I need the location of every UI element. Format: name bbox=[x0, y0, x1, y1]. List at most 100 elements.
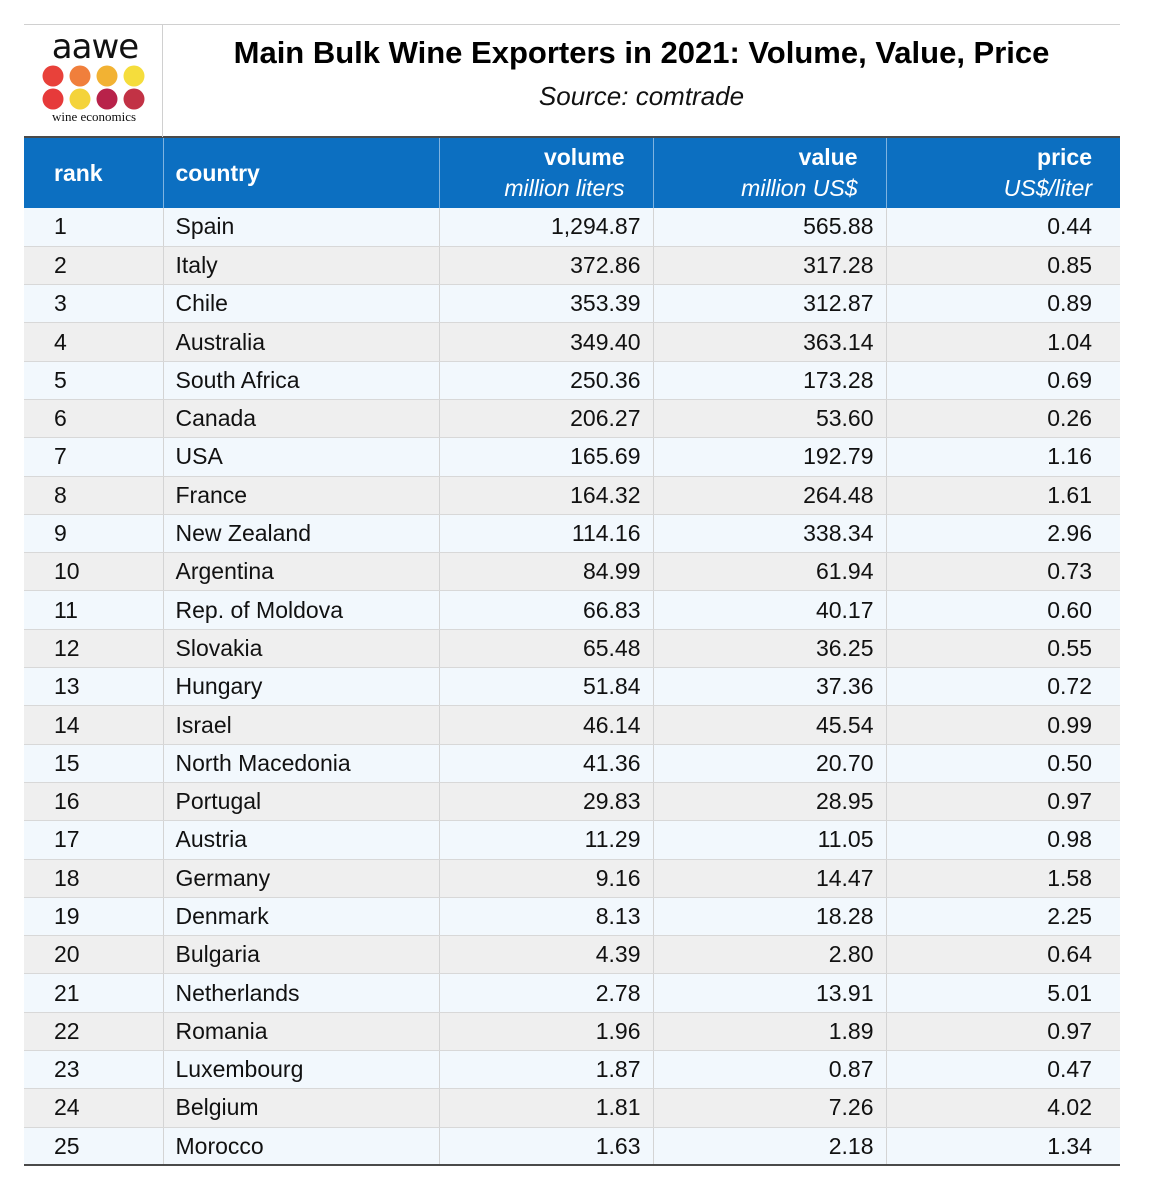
country-cell: Spain bbox=[162, 208, 439, 247]
table-row: 19 Denmark 8.13 18.28 2.25 bbox=[24, 897, 1120, 937]
volume-cell: 9.16 bbox=[438, 859, 653, 898]
value-cell: 61.94 bbox=[652, 552, 886, 592]
price-cell: 0.97 bbox=[885, 782, 1120, 822]
table-row: 15 North Macedonia 41.36 20.70 0.50 bbox=[24, 744, 1120, 783]
country-cell: Israel bbox=[162, 705, 439, 745]
volume-cell: 165.69 bbox=[438, 437, 653, 477]
value-cell: 192.79 bbox=[652, 437, 886, 477]
rank-cell: 19 bbox=[24, 897, 163, 937]
rank-cell: 9 bbox=[24, 514, 163, 554]
price-cell: 1.61 bbox=[885, 476, 1120, 515]
price-unit: US$/liter bbox=[1003, 175, 1092, 201]
rank-cell: 10 bbox=[24, 552, 163, 592]
value-cell: 2.80 bbox=[652, 935, 886, 975]
table-row: 21 Netherlands 2.78 13.91 5.01 bbox=[24, 973, 1120, 1013]
value-cell: 11.05 bbox=[652, 820, 886, 860]
price-cell: 0.69 bbox=[885, 361, 1120, 400]
page-title: Main Bulk Wine Exporters in 2021: Volume… bbox=[233, 35, 1050, 70]
table-row: 23 Luxembourg 1.87 0.87 0.47 bbox=[24, 1050, 1120, 1090]
rank-cell: 1 bbox=[24, 208, 163, 247]
column-header-value: value million US$ bbox=[652, 138, 886, 208]
table-row: 8 France 164.32 264.48 1.61 bbox=[24, 476, 1120, 515]
table-header-area: aawe wine economics Main Bulk Wine Expor… bbox=[24, 24, 1120, 138]
volume-cell: 66.83 bbox=[438, 590, 653, 630]
value-cell: 53.60 bbox=[652, 399, 886, 439]
logo-dot bbox=[123, 88, 145, 110]
country-cell: Belgium bbox=[162, 1088, 439, 1128]
country-cell: Romania bbox=[162, 1012, 439, 1052]
price-cell: 0.97 bbox=[885, 1012, 1120, 1052]
volume-cell: 8.13 bbox=[438, 897, 653, 937]
table-row: 3 Chile 353.39 312.87 0.89 bbox=[24, 284, 1120, 324]
table-row: 17 Austria 11.29 11.05 0.98 bbox=[24, 820, 1120, 860]
rank-cell: 6 bbox=[24, 399, 163, 439]
value-cell: 7.26 bbox=[652, 1088, 886, 1128]
country-cell: Denmark bbox=[162, 897, 439, 937]
rank-cell: 23 bbox=[24, 1050, 163, 1090]
price-cell: 0.85 bbox=[885, 246, 1120, 286]
table-row: 18 Germany 9.16 14.47 1.58 bbox=[24, 859, 1120, 898]
country-cell: Rep. of Moldova bbox=[162, 590, 439, 630]
rank-cell: 20 bbox=[24, 935, 163, 975]
rank-cell: 2 bbox=[24, 246, 163, 286]
country-cell: USA bbox=[162, 437, 439, 477]
volume-cell: 114.16 bbox=[438, 514, 653, 554]
price-cell: 0.64 bbox=[885, 935, 1120, 975]
logo-dots bbox=[42, 65, 148, 111]
value-cell: 173.28 bbox=[652, 361, 886, 400]
rank-cell: 5 bbox=[24, 361, 163, 400]
country-cell: Morocco bbox=[162, 1127, 439, 1167]
country-cell: South Africa bbox=[162, 361, 439, 400]
country-cell: Bulgaria bbox=[162, 935, 439, 975]
value-cell: 264.48 bbox=[652, 476, 886, 515]
country-cell: Slovakia bbox=[162, 629, 439, 669]
price-cell: 0.99 bbox=[885, 705, 1120, 745]
country-cell: North Macedonia bbox=[162, 744, 439, 783]
price-cell: 0.50 bbox=[885, 744, 1120, 783]
price-cell: 0.44 bbox=[885, 208, 1120, 247]
value-cell: 565.88 bbox=[652, 208, 886, 247]
volume-cell: 250.36 bbox=[438, 361, 653, 400]
table-body: 1 Spain 1,294.87 565.88 0.44 2 Italy 372.86 317… bbox=[24, 208, 1120, 1167]
price-cell: 5.01 bbox=[885, 973, 1120, 1013]
source-line: Source: comtrade bbox=[538, 81, 745, 111]
price-cell: 0.55 bbox=[885, 629, 1120, 669]
bulk-wine-table-sheet: aawe wine economics Main Bulk Wine Expor… bbox=[24, 24, 1120, 1169]
price-cell: 2.96 bbox=[885, 514, 1120, 554]
country-cell: Germany bbox=[162, 859, 439, 898]
value-cell: 363.14 bbox=[652, 322, 886, 362]
rank-cell: 15 bbox=[24, 744, 163, 783]
volume-cell: 46.14 bbox=[438, 705, 653, 745]
value-cell: 18.28 bbox=[652, 897, 886, 937]
country-cell: Austria bbox=[162, 820, 439, 860]
country-cell: Argentina bbox=[162, 552, 439, 592]
logo-dot bbox=[96, 88, 118, 110]
rank-cell: 14 bbox=[24, 705, 163, 745]
value-cell: 312.87 bbox=[652, 284, 886, 324]
value-cell: 1.89 bbox=[652, 1012, 886, 1052]
rank-cell: 3 bbox=[24, 284, 163, 324]
rank-cell: 8 bbox=[24, 476, 163, 515]
table-row: 5 South Africa 250.36 173.28 0.69 bbox=[24, 361, 1120, 400]
country-cell: Italy bbox=[162, 246, 439, 286]
table-row: 6 Canada 206.27 53.60 0.26 bbox=[24, 399, 1120, 439]
logo-dot bbox=[69, 88, 91, 110]
volume-cell: 1.63 bbox=[438, 1127, 653, 1167]
volume-cell: 1,294.87 bbox=[438, 208, 653, 247]
value-cell: 317.28 bbox=[652, 246, 886, 286]
rank-cell: 7 bbox=[24, 437, 163, 477]
table-row: 16 Portugal 29.83 28.95 0.97 bbox=[24, 782, 1120, 822]
column-header-volume: volume million liters bbox=[438, 138, 653, 208]
volume-cell: 372.86 bbox=[438, 246, 653, 286]
value-cell: 338.34 bbox=[652, 514, 886, 554]
table-row: 7 USA 165.69 192.79 1.16 bbox=[24, 437, 1120, 477]
rank-cell: 18 bbox=[24, 859, 163, 898]
volume-unit: million liters bbox=[504, 175, 625, 201]
volume-cell: 84.99 bbox=[438, 552, 653, 592]
volume-cell: 1.81 bbox=[438, 1088, 653, 1128]
value-cell: 2.18 bbox=[652, 1127, 886, 1167]
rank-cell: 21 bbox=[24, 973, 163, 1013]
aawe-logo: aawe wine economics bbox=[24, 25, 163, 137]
table-row: 14 Israel 46.14 45.54 0.99 bbox=[24, 705, 1120, 745]
value-unit: million US$ bbox=[741, 175, 858, 201]
